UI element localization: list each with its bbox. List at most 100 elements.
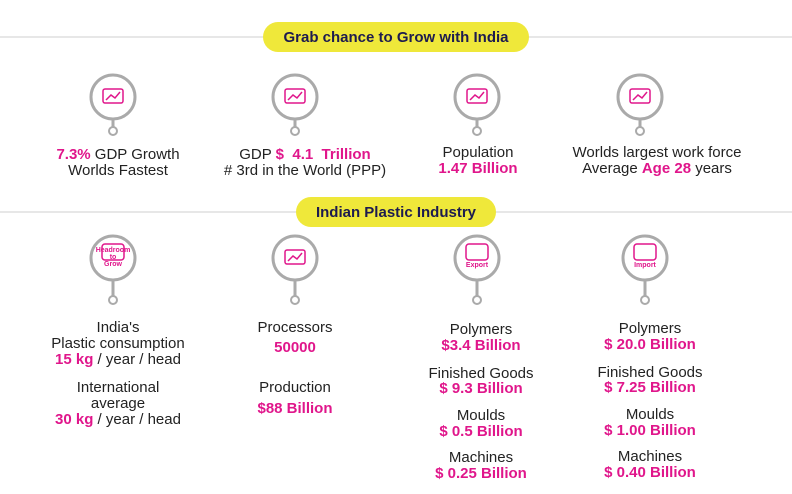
highlight: $3.4 Billion [441, 337, 520, 354]
info-line: $88 Billion [257, 400, 332, 417]
info-line: $ 1.00 Billion [604, 422, 696, 439]
info-line: Machines [449, 449, 513, 466]
info-line: $ 7.25 Billion [604, 379, 696, 396]
icon-glyph [105, 91, 121, 101]
highlight: 1.47 Billion [438, 160, 517, 177]
text: Moulds [457, 407, 505, 424]
icon: Export [453, 234, 501, 305]
text: Machines [618, 448, 682, 465]
info-line: Plastic consumption [51, 335, 184, 352]
info-line: $3.4 Billion [441, 337, 520, 354]
info-line: $ 9.3 Billion [439, 380, 522, 397]
info-line: Worlds largest work force [573, 144, 742, 161]
text: / year / head [93, 411, 181, 428]
info-line: International [77, 379, 160, 396]
highlight: $ 7.25 Billion [604, 379, 696, 396]
icon-label: to [110, 254, 117, 261]
highlight: $ 0.40 Billion [604, 464, 696, 481]
text: Finished Goods [428, 365, 533, 382]
text: Plastic consumption [51, 335, 184, 352]
text: Moulds [626, 406, 674, 423]
text: Finished Goods [597, 364, 702, 381]
info-line: Production [259, 379, 331, 396]
info-line: 1.47 Billion [438, 160, 517, 177]
icon-dot [640, 295, 650, 305]
info-line: Population [443, 144, 514, 161]
icon [271, 234, 319, 305]
info-line: GDP $ 4.1 Trillion [239, 146, 370, 163]
text: # 3rd in the World (PPP) [224, 162, 386, 179]
text: International [77, 379, 160, 396]
icon-label: Grow [104, 261, 122, 268]
highlight: 7.3% [56, 146, 90, 163]
banner-title: Indian Plastic Industry [316, 204, 477, 221]
icon-glyph [629, 88, 651, 104]
icon-label: Headroom [96, 247, 131, 254]
icon-glyph [284, 249, 306, 265]
highlight: $ 20.0 Billion [604, 336, 696, 353]
info-line: Processors [257, 319, 332, 336]
icon-frame [101, 243, 125, 261]
icon [453, 73, 501, 136]
text: Processors [257, 319, 332, 336]
info-line: Average Age 28 years [582, 160, 732, 177]
icon-ring [621, 234, 669, 282]
banner [296, 197, 496, 227]
text: Population [443, 144, 514, 161]
icon-frame [465, 243, 489, 261]
info-line: Moulds [626, 406, 674, 423]
text: India's [97, 319, 140, 336]
icon-glyph [469, 91, 485, 101]
text: Production [259, 379, 331, 396]
text: Average [582, 160, 642, 177]
info-line: $ 0.40 Billion [604, 464, 696, 481]
text: Machines [449, 449, 513, 466]
info-line: 7.3% GDP Growth [56, 146, 179, 163]
icon-glyph [284, 88, 306, 104]
text: average [91, 395, 145, 412]
highlight: Age 28 [642, 160, 691, 177]
banner [263, 22, 529, 52]
info-line: $ 0.5 Billion [439, 423, 522, 440]
highlight: $88 Billion [257, 400, 332, 417]
info-line: 30 kg / year / head [55, 411, 181, 428]
info-line: Polymers [450, 321, 513, 338]
icon-ring [453, 234, 501, 282]
highlight: 50000 [274, 339, 316, 356]
icon-dot [635, 126, 645, 136]
icon-glyph [287, 252, 303, 262]
info-line: average [91, 395, 145, 412]
icon-dot [108, 126, 118, 136]
info-line: 50000 [274, 339, 316, 356]
highlight: $ 0.25 Billion [435, 465, 527, 482]
text: years [691, 160, 732, 177]
icon: Import [621, 234, 669, 305]
text: / year / head [93, 351, 181, 368]
highlight: 15 kg [55, 351, 93, 368]
icon-dot [472, 126, 482, 136]
text: GDP [239, 146, 275, 163]
text: Worlds largest work force [573, 144, 742, 161]
info-line: Moulds [457, 407, 505, 424]
text: GDP Growth [91, 146, 180, 163]
info-line: Polymers [619, 320, 682, 337]
icon-label: Export [466, 262, 489, 269]
icon-glyph [287, 91, 303, 101]
icon [271, 73, 319, 136]
icon-label: Import [634, 262, 656, 269]
icon-glyph [466, 88, 488, 104]
highlight: $ 4.1 Trillion [276, 146, 371, 163]
info-line: Finished Goods [597, 364, 702, 381]
icon-dot [290, 295, 300, 305]
icon-glyph [102, 88, 124, 104]
highlight: 30 kg [55, 411, 93, 428]
info-line: 15 kg / year / head [55, 351, 181, 368]
info-line: Worlds Fastest [68, 162, 169, 179]
info-line: Finished Goods [428, 365, 533, 382]
text: Polymers [450, 321, 513, 338]
icon-dot [290, 126, 300, 136]
text: Worlds Fastest [68, 162, 169, 179]
icon-frame [633, 243, 657, 261]
